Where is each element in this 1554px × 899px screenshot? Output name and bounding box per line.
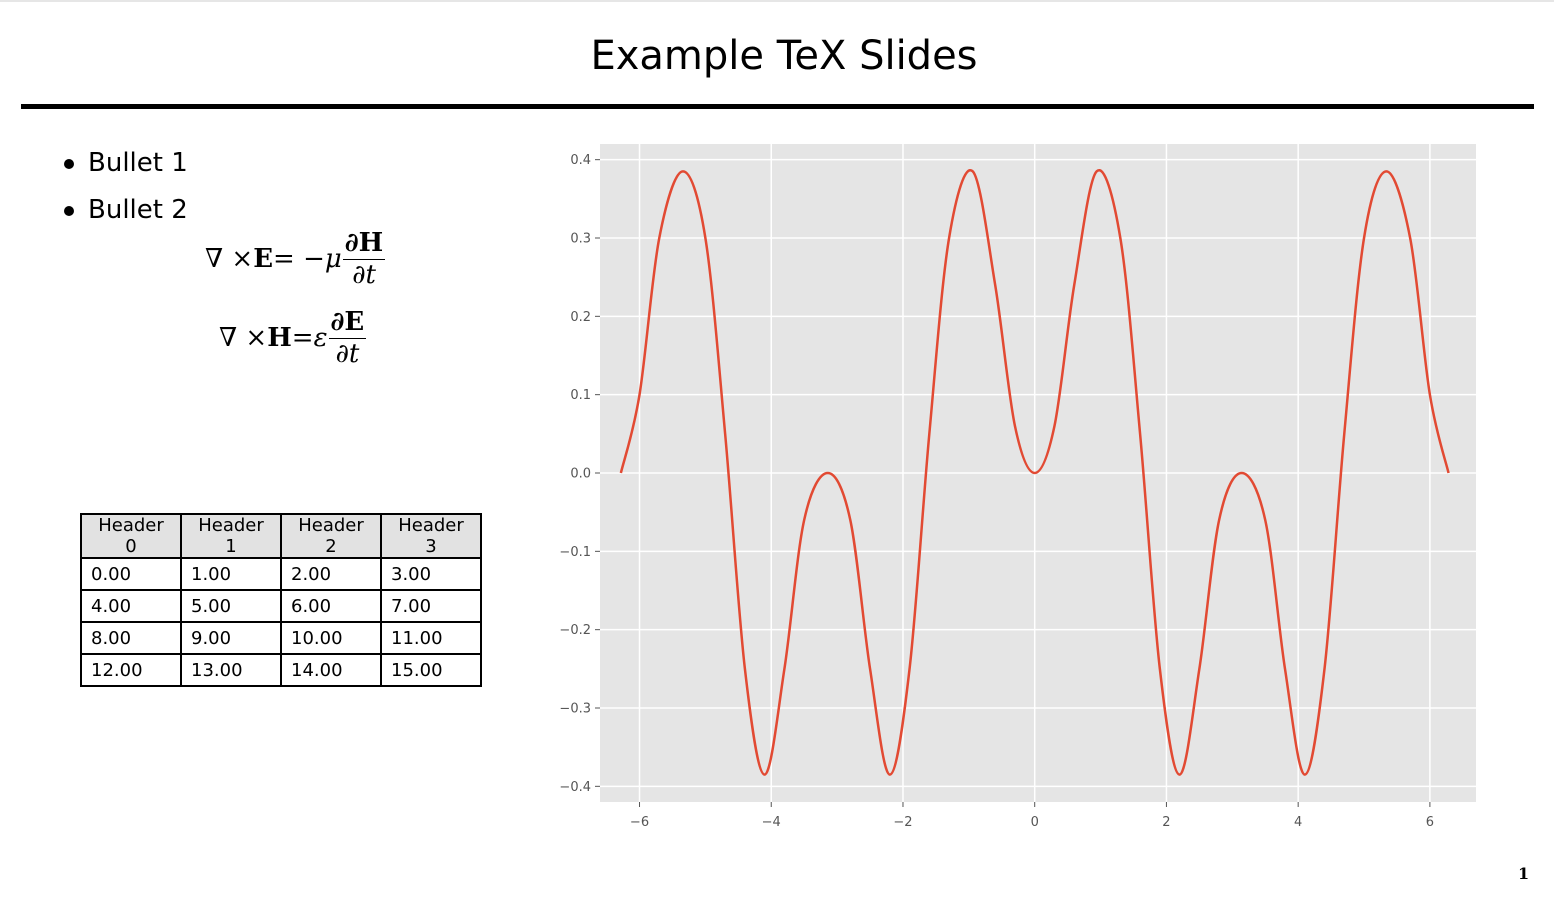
y-tick-label: −0.1 bbox=[559, 545, 591, 560]
x-tick-label: −4 bbox=[762, 815, 781, 830]
y-tick-label: −0.3 bbox=[559, 702, 591, 717]
y-tick-label: 0.3 bbox=[570, 232, 591, 247]
table-header-cell: Header 0 bbox=[80, 513, 182, 559]
x-tick-label: 2 bbox=[1162, 815, 1170, 830]
top-border-line bbox=[0, 0, 1554, 2]
data-table: Header 0 Header 1 Header 2 Header 3 0.00… bbox=[80, 513, 482, 687]
table-cell: 6.00 bbox=[280, 589, 382, 623]
equation-coefficient: ε bbox=[313, 323, 328, 353]
x-tick-label: −6 bbox=[630, 815, 649, 830]
table-cell: 14.00 bbox=[280, 653, 382, 687]
equation-lhs-vector: H bbox=[267, 323, 292, 353]
equation-numerator: ∂E bbox=[328, 307, 367, 339]
equation-ampere: ∇ × H = ε ∂E ∂t bbox=[219, 307, 367, 369]
table-header-cell: Header 1 bbox=[180, 513, 282, 559]
bullet-text: Bullet 2 bbox=[88, 195, 188, 225]
equation-relation: = − bbox=[273, 244, 325, 274]
table-cell: 12.00 bbox=[80, 653, 182, 687]
equation-lhs: ∇ × bbox=[219, 323, 268, 353]
bullet-text: Bullet 1 bbox=[88, 148, 188, 178]
bullet-item: Bullet 1 bbox=[64, 140, 188, 187]
table-cell: 7.00 bbox=[380, 589, 482, 623]
equation-lhs-vector: E bbox=[253, 244, 274, 274]
equation-numerator: ∂H bbox=[342, 228, 386, 260]
table-header-cell: Header 3 bbox=[380, 513, 482, 559]
y-tick-label: 0.0 bbox=[570, 467, 591, 482]
table-cell: 13.00 bbox=[180, 653, 282, 687]
line-chart: −6 −4 −2 0 2 4 6 −0.4 −0.3 −0.2 −0.1 0.0 0.1 0.2 0.3 0.… bbox=[559, 144, 1476, 830]
equation-fraction: ∂E ∂t bbox=[328, 307, 367, 369]
equation-relation: = bbox=[291, 323, 314, 353]
equation-denominator: ∂t bbox=[335, 339, 360, 369]
table-cell: 5.00 bbox=[180, 589, 282, 623]
title-rule bbox=[21, 104, 1534, 109]
y-tick-label: −0.4 bbox=[559, 780, 591, 795]
bullet-list: Bullet 1 Bullet 2 bbox=[64, 140, 188, 234]
table-header-row: Header 0 Header 1 Header 2 Header 3 bbox=[80, 513, 482, 559]
page-number: 1 bbox=[1518, 864, 1530, 883]
y-tick-label: 0.1 bbox=[570, 388, 591, 403]
table-cell: 10.00 bbox=[280, 621, 382, 655]
slide-title: Example TeX Slides bbox=[590, 33, 978, 79]
x-tick-label: 4 bbox=[1294, 815, 1302, 830]
bullet-dot-icon bbox=[64, 158, 74, 169]
table-cell: 0.00 bbox=[80, 557, 182, 591]
table-cell: 3.00 bbox=[380, 557, 482, 591]
equation-fraction: ∂H ∂t bbox=[342, 228, 386, 290]
equation-lhs: ∇ × bbox=[205, 244, 254, 274]
y-tick-label: 0.2 bbox=[570, 310, 591, 325]
bullet-item: Bullet 2 bbox=[64, 187, 188, 234]
table-row: 12.00 13.00 14.00 15.00 bbox=[80, 653, 482, 687]
table-row: 8.00 9.00 10.00 11.00 bbox=[80, 621, 482, 655]
x-tick-label: 0 bbox=[1031, 815, 1039, 830]
table-cell: 2.00 bbox=[280, 557, 382, 591]
table-cell: 1.00 bbox=[180, 557, 282, 591]
table-header-cell: Header 2 bbox=[280, 513, 382, 559]
equation-coefficient: μ bbox=[324, 244, 342, 274]
equation-faraday: ∇ × E = − μ ∂H ∂t bbox=[205, 228, 386, 290]
y-tick-label: 0.4 bbox=[570, 153, 591, 168]
series-line bbox=[619, 168, 1450, 776]
table-cell: 8.00 bbox=[80, 621, 182, 655]
bullet-dot-icon bbox=[64, 205, 74, 216]
table-cell: 9.00 bbox=[180, 621, 282, 655]
y-tick-label: −0.2 bbox=[559, 623, 591, 638]
x-tick-label: −2 bbox=[893, 815, 912, 830]
x-tick-label: 6 bbox=[1426, 815, 1434, 830]
table-row: 0.00 1.00 2.00 3.00 bbox=[80, 557, 482, 591]
table-cell: 11.00 bbox=[380, 621, 482, 655]
table-cell: 4.00 bbox=[80, 589, 182, 623]
table-row: 4.00 5.00 6.00 7.00 bbox=[80, 589, 482, 623]
equation-denominator: ∂t bbox=[352, 260, 376, 290]
table-cell: 15.00 bbox=[380, 653, 482, 687]
